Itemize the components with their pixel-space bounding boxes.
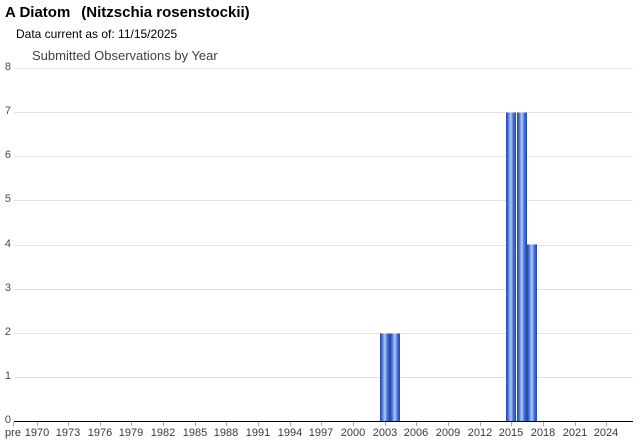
x-tick xyxy=(385,422,386,426)
x-tick-label: 2024 xyxy=(593,427,619,439)
x-tick-label: 1976 xyxy=(87,427,113,439)
x-tick xyxy=(290,422,291,426)
x-tick xyxy=(543,422,544,426)
x-tick-label: 2006 xyxy=(403,427,429,439)
x-tick-label: 1991 xyxy=(245,427,271,439)
gridline xyxy=(14,289,633,290)
plot-area xyxy=(14,68,633,422)
x-tick xyxy=(163,422,164,426)
x-tick xyxy=(37,422,38,426)
x-tick xyxy=(258,422,259,426)
bar-2004 xyxy=(390,333,400,421)
x-tick-label: 1970 xyxy=(24,427,50,439)
x-tick xyxy=(13,422,14,426)
y-tick-label: 2 xyxy=(4,326,11,338)
x-tick-label: 1979 xyxy=(118,427,144,439)
x-tick-label: 1982 xyxy=(150,427,176,439)
x-tick xyxy=(416,422,417,426)
x-tick-label: 2003 xyxy=(372,427,398,439)
x-tick xyxy=(226,422,227,426)
x-tick-label: 1997 xyxy=(308,427,334,439)
gridline xyxy=(14,68,633,69)
gridline xyxy=(14,200,633,201)
x-tick-label: 2021 xyxy=(562,427,588,439)
x-tick xyxy=(448,422,449,426)
y-tick-label: 5 xyxy=(4,193,11,205)
bar-2016 xyxy=(516,112,527,421)
gridline xyxy=(14,112,633,113)
x-tick xyxy=(353,422,354,426)
x-tick-label: 2000 xyxy=(340,427,366,439)
x-tick-label: 1994 xyxy=(277,427,303,439)
x-tick-label: 1988 xyxy=(213,427,239,439)
gridline xyxy=(14,377,633,378)
x-tick-label: 1985 xyxy=(182,427,208,439)
y-tick-label: 8 xyxy=(4,61,11,73)
gridline xyxy=(14,333,633,334)
bar-2017 xyxy=(527,244,538,421)
x-tick xyxy=(131,422,132,426)
x-tick xyxy=(321,422,322,426)
species-scientific-name: (Nitzschia rosenstockii) xyxy=(81,4,250,21)
chart-title: Submitted Observations by Year xyxy=(32,48,218,63)
x-tick xyxy=(100,422,101,426)
x-tick xyxy=(68,422,69,426)
bar-2015 xyxy=(506,112,517,421)
x-tick-label: 2018 xyxy=(530,427,556,439)
page-title: A Diatom (Nitzschia rosenstockii) xyxy=(5,4,250,21)
x-tick xyxy=(480,422,481,426)
x-tick-label: 1973 xyxy=(55,427,81,439)
gridline xyxy=(14,156,633,157)
y-tick-label: 0 xyxy=(4,414,11,426)
x-tick xyxy=(575,422,576,426)
species-common-name: A Diatom xyxy=(5,4,71,21)
data-current-text: Data current as of: 11/15/2025 xyxy=(16,27,178,41)
bar-2003 xyxy=(379,333,390,421)
gridline xyxy=(14,245,633,246)
x-tick-label: pre xyxy=(5,427,21,439)
x-tick-label: 2012 xyxy=(467,427,493,439)
y-tick-label: 1 xyxy=(4,370,11,382)
x-tick-label: 2015 xyxy=(498,427,524,439)
x-tick xyxy=(195,422,196,426)
y-tick-label: 7 xyxy=(4,105,11,117)
x-tick-label: 2009 xyxy=(435,427,461,439)
y-tick-label: 3 xyxy=(4,282,11,294)
y-tick-label: 4 xyxy=(4,238,11,250)
y-tick-label: 6 xyxy=(4,149,11,161)
x-tick xyxy=(511,422,512,426)
x-tick xyxy=(606,422,607,426)
